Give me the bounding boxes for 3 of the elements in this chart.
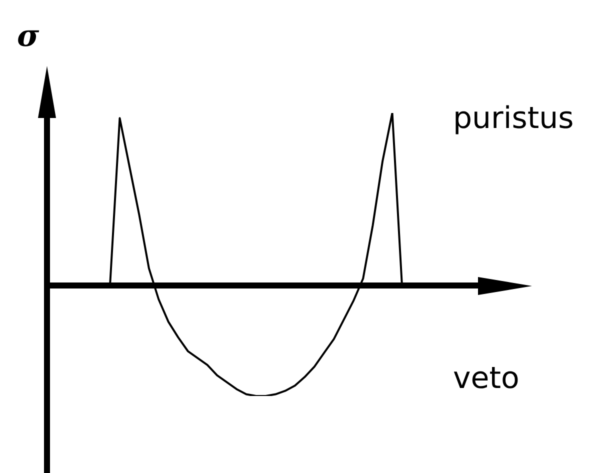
text: puristus [453,100,574,136]
text: veto [453,360,520,396]
y-axis-title: σ [16,18,40,54]
